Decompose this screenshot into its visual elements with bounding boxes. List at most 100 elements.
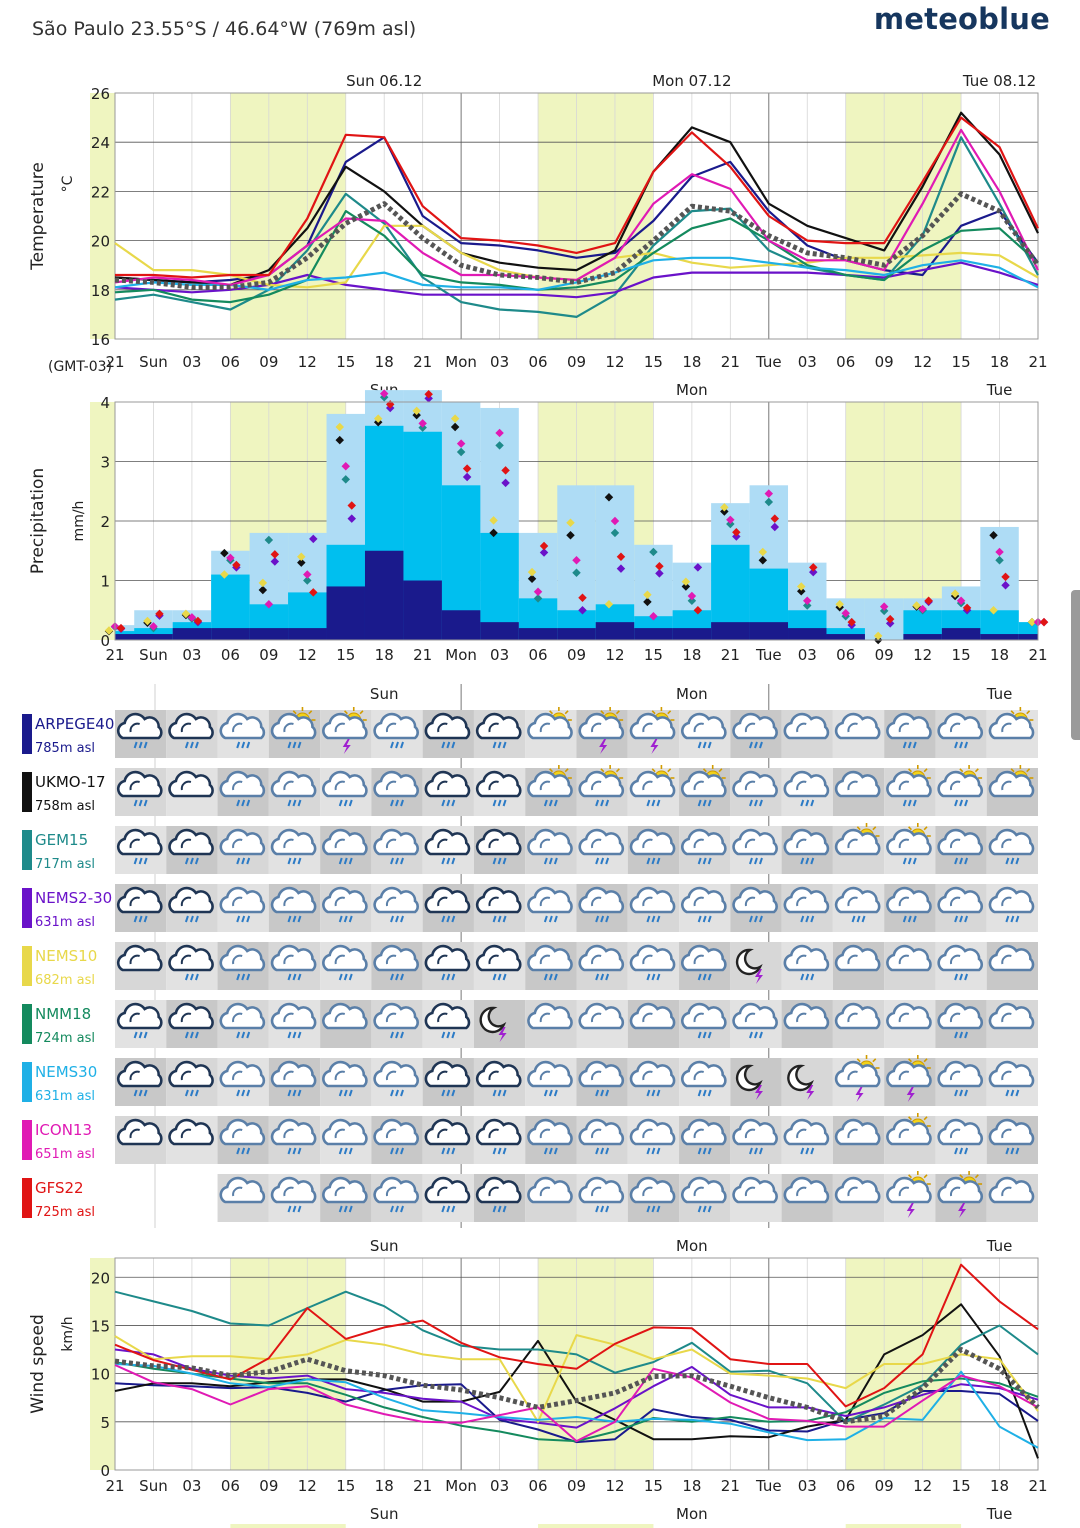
precip-marker-gfs22 [616,552,626,561]
daylight-band [230,93,346,339]
rain-drop [441,1031,446,1039]
weather-rain-cloud-icon [219,770,266,798]
rain-drop [390,973,394,981]
cloud-detail [437,838,448,849]
precip-marker-nems10 [412,406,421,416]
precip-bar-arpege40 [980,634,1019,640]
weather-cloud-icon [578,1002,625,1030]
rain-drop [287,857,292,865]
day-label: Sun [370,1237,399,1255]
cloud-detail [847,722,858,733]
precip-marker-nems10 [258,578,268,588]
plot-frame [114,92,1039,340]
rain-drop [451,915,456,923]
rain-drop [800,1147,805,1155]
rain-drop [1005,857,1010,865]
rain-drop [543,915,548,923]
cloud-detail [693,1186,704,1197]
rain-drop [292,1031,297,1039]
cloud-shape [578,886,625,914]
rain-drop [241,1089,246,1097]
cloud-detail [693,838,704,849]
rain-drop [194,741,199,749]
rain-drop [954,857,959,865]
weather-rain-cloud-icon [373,1060,419,1088]
precip-marker-gem15 [995,556,1004,565]
sun-ray [549,768,554,773]
precip-marker-icon13 [533,587,543,597]
rain-drop [759,741,763,749]
x-tick-label: 12 [913,646,932,664]
cloud-detail [334,1070,346,1081]
weather-rain-cloud-icon [629,886,676,914]
rain-drop [697,1089,702,1097]
weather-rain-cloud-icon [424,1060,471,1088]
cloud-shape [680,712,727,740]
cloud-detail [949,1186,961,1197]
rain-drop [441,1147,446,1155]
precip-bar-arpege40 [903,634,942,640]
weather-rain-cloud-icon [732,1118,778,1146]
lightning-bolt [906,1087,915,1102]
weather-rain-cloud-icon [168,712,214,740]
rain-drop [143,1089,148,1097]
model-pictogram-table: Sun Mon Tue ARPEGE40 785m asl UKMO-17 758m asl… [22,684,1038,1228]
cloud-detail [642,1012,653,1023]
cloud-shape [783,712,830,740]
rain-drop [600,915,605,923]
x-tick-label: 09 [567,1477,586,1495]
meteoblue-logo[interactable]: meteoblue [873,2,1050,36]
weather-sun-thunder-icon [886,1060,932,1088]
rain-drop [902,799,907,807]
rain-drop [959,857,964,865]
weather-rain-cloud-icon [424,828,471,856]
cloud-detail [385,1128,397,1139]
weather-rain-cloud-icon [168,944,214,972]
cloud-detail [591,1186,602,1197]
precip-marker-icon13 [918,604,927,614]
rain-drop [502,973,507,981]
rain-drop [189,741,194,749]
cloud-shape [424,944,471,972]
weather-rain-cloud-icon [988,886,1035,914]
rain-drop [805,857,810,865]
rain-drop [754,741,758,749]
rain-drop [451,1089,456,1097]
cloud-detail [283,780,294,791]
rain-drop [400,857,404,865]
weather-rain-cloud-icon [219,1118,266,1146]
cloud-shape [783,944,830,972]
x-tick-label: 03 [182,353,201,371]
sun-ray [908,768,913,773]
weather-cloud-icon [834,712,881,740]
precip-bar-arpege40 [480,622,519,640]
scrollbar-handle[interactable] [1071,590,1080,740]
rain-drop [441,857,446,865]
rain-drop [605,1089,610,1097]
lightning-bolt [650,739,659,754]
sun-ray [615,768,620,773]
cloud-detail [283,722,294,733]
weather-rain-cloud-icon [578,1060,625,1088]
rain-drop [502,1205,507,1213]
rain-drop [954,741,959,749]
cloud-shape [629,944,676,972]
precip-marker-icon13 [764,489,774,498]
cloud-detail [232,722,243,733]
rain-drop [446,799,451,807]
x-tick-label: 21 [1028,646,1047,664]
cloud-detail [180,780,192,791]
sun-ray [908,1116,913,1121]
cloud-shape [988,712,1035,740]
rain-drop [390,1031,394,1039]
precip-bar-arpege40 [788,628,827,640]
moon-shape [787,1064,814,1092]
x-tick-label: 03 [182,646,201,664]
rain-drop [656,799,661,807]
cloud-shape [578,770,625,798]
rain-drop [236,1089,241,1097]
weather-rain-cloud-icon [629,828,676,856]
cloud-detail [437,1128,448,1139]
rain-drop [236,973,241,981]
precip-marker-nems2-30 [1001,581,1010,590]
